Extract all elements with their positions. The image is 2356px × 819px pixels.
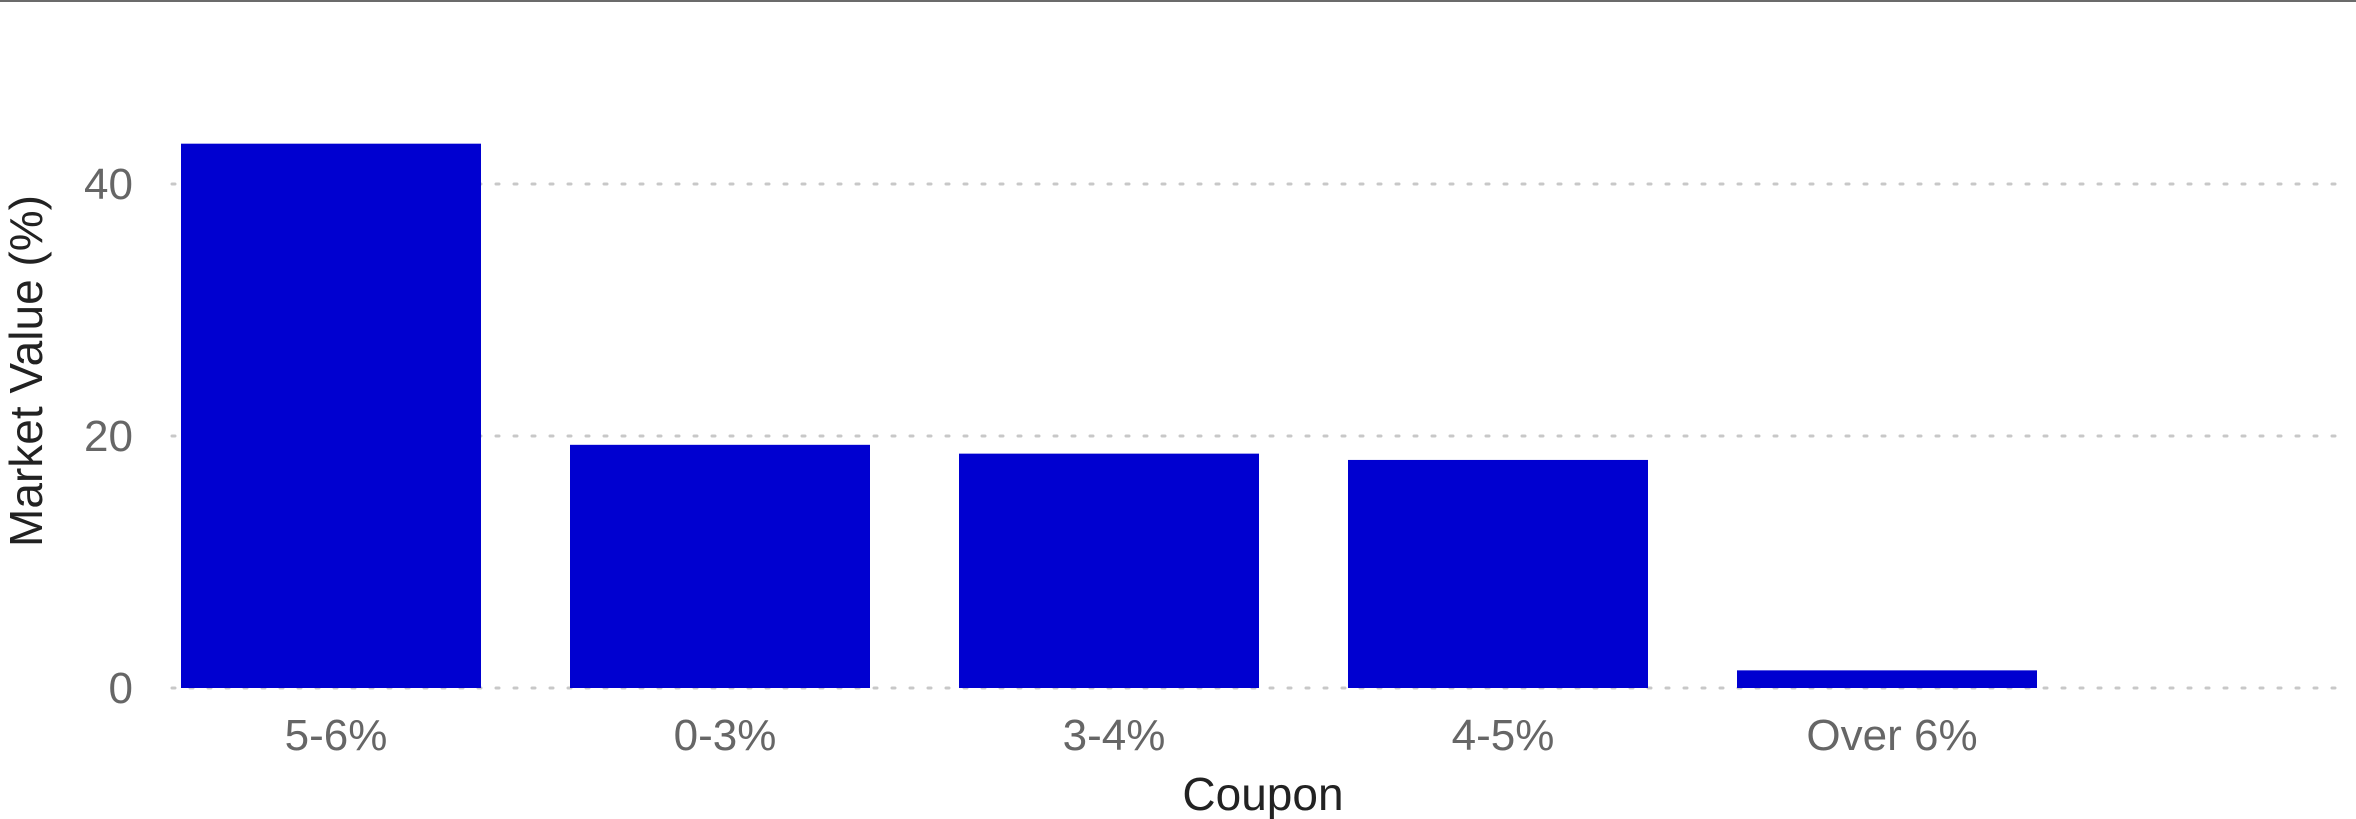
x-tick-label: 5-6% (285, 711, 388, 760)
y-tick-label: 0 (109, 664, 133, 713)
bar (570, 444, 870, 688)
bar (181, 143, 481, 688)
bars (181, 143, 2037, 688)
x-tick-label: 3-4% (1063, 711, 1166, 760)
x-axis-ticks: 5-6% 0-3% 3-4% 4-5% Over 6% (285, 711, 1978, 760)
top-border (0, 0, 2356, 2)
y-tick-label: 20 (84, 412, 133, 461)
y-axis-ticks: 0 20 40 (84, 160, 133, 713)
x-tick-label: 0-3% (674, 711, 777, 760)
bar (1737, 670, 2037, 688)
x-axis-title: Coupon (1182, 768, 1343, 819)
bar (959, 453, 1259, 688)
x-tick-label: Over 6% (1806, 711, 1977, 760)
x-tick-label: 4-5% (1452, 711, 1555, 760)
y-axis-title: Market Value (%) (0, 195, 52, 547)
bar (1348, 459, 1648, 688)
y-tick-label: 40 (84, 160, 133, 209)
gridlines (170, 182, 2348, 690)
